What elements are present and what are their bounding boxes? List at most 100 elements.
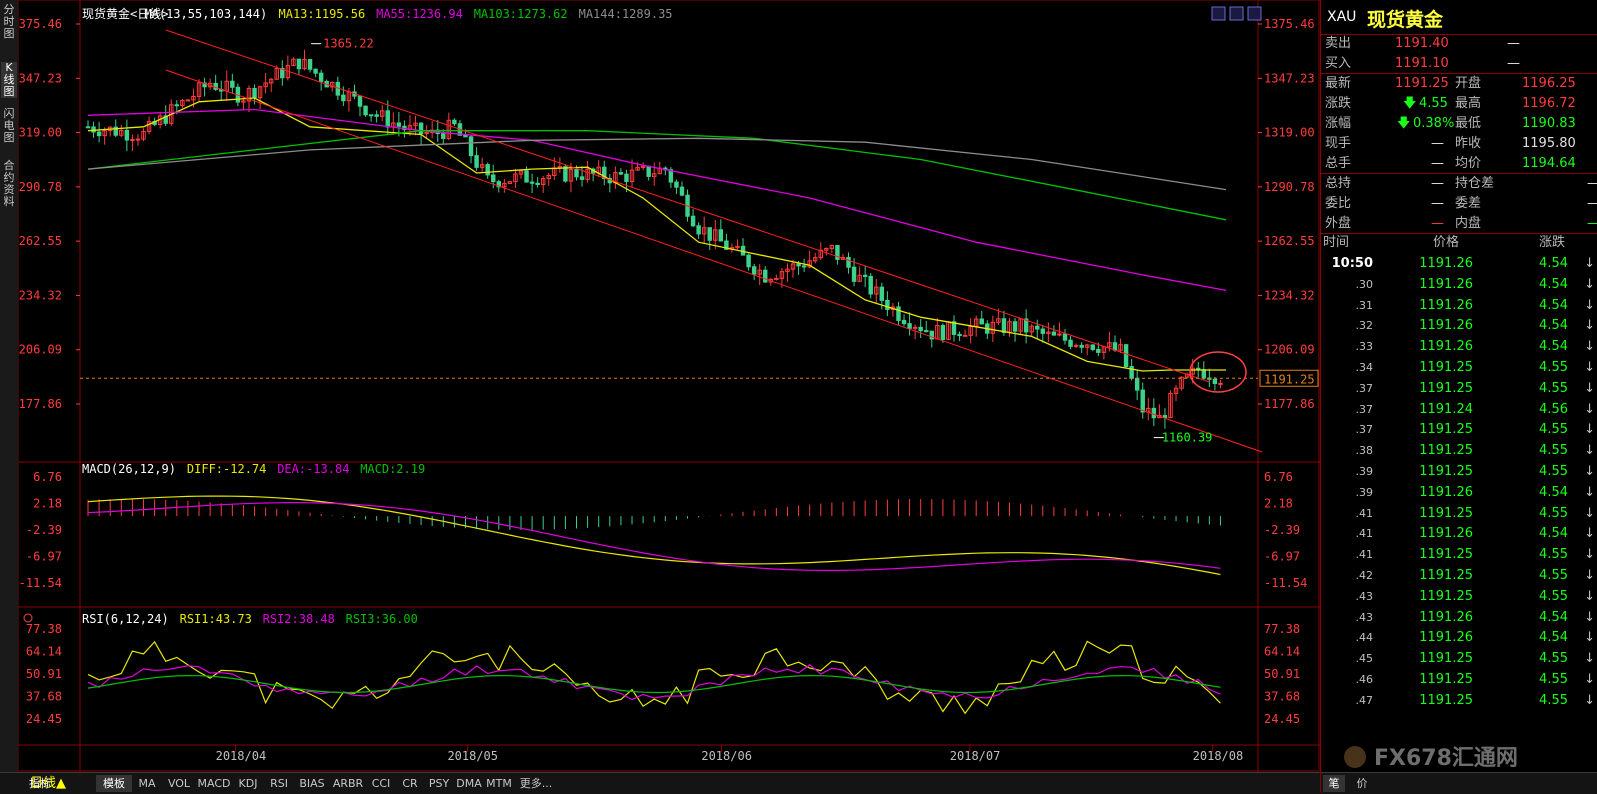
rsi-legend-text: RSI3:36.00 xyxy=(346,612,418,626)
candle-body xyxy=(851,266,857,282)
candle-body xyxy=(818,249,823,259)
tick-row: .43 1191.26 4.54 ↓ xyxy=(1321,608,1597,629)
position-change-value: — xyxy=(1587,174,1597,194)
candle-body xyxy=(763,269,768,283)
candle-body xyxy=(119,129,124,136)
time-label: 2018/06 xyxy=(701,749,752,763)
indicator-tab-7[interactable]: BIAS xyxy=(299,777,325,790)
rsi1-line xyxy=(87,640,1221,715)
candle-body xyxy=(124,129,130,141)
tick-row: .31 1191.26 4.54 ↓ xyxy=(1321,296,1597,317)
tick-time: .39 xyxy=(1355,485,1374,499)
indicator-tab-6[interactable]: RSI xyxy=(270,777,288,790)
indicator-tab-4[interactable]: MACD xyxy=(197,777,231,790)
candle-body xyxy=(1173,387,1179,394)
tick-down-arrow-icon: ↓ xyxy=(1584,651,1595,667)
tick-time: .34 xyxy=(1355,361,1374,374)
candle-body xyxy=(374,114,379,117)
total-row: 总手 — 均价 1194.64 xyxy=(1325,154,1595,174)
candle-body xyxy=(846,257,851,268)
indicator-tab-13[interactable]: MTM xyxy=(486,777,512,790)
candle-body xyxy=(635,166,640,171)
indicator-tab-3[interactable]: VOL xyxy=(167,777,191,790)
tick-row: .37 1191.24 4.56 ↓ xyxy=(1321,400,1597,421)
candle-body xyxy=(713,229,718,241)
candle-body xyxy=(91,126,96,133)
indicator-tab-9[interactable]: CCI xyxy=(371,777,391,790)
tick-price: 1191.26 xyxy=(1419,318,1473,334)
last-label: 最新 xyxy=(1325,76,1352,91)
tick-row: .33 1191.26 4.54 ↓ xyxy=(1321,337,1597,358)
period-selector[interactable]: 日线▲ xyxy=(30,776,66,791)
ma-line-ma103 xyxy=(87,130,1227,221)
last-price-label: 1191.25 xyxy=(1264,372,1315,386)
tab-by-trade[interactable]: 笔 xyxy=(1323,775,1345,792)
candle-body xyxy=(785,268,790,273)
candle-body xyxy=(363,105,368,116)
candle-body xyxy=(1134,377,1140,391)
channel-lower-line xyxy=(165,69,1263,453)
indicator-tab-10[interactable]: CR xyxy=(402,777,418,790)
hand-value: — xyxy=(1431,136,1444,151)
candle-body xyxy=(746,254,751,268)
tick-row: .42 1191.25 4.55 ↓ xyxy=(1321,566,1597,587)
candle-body xyxy=(230,80,235,88)
tick-change: 4.55 xyxy=(1539,505,1568,521)
indicator-tab-0[interactable]: 指标 xyxy=(29,777,51,790)
indicator-tab-2[interactable]: MA xyxy=(138,777,156,790)
kline-chart-area[interactable]: 1375.46 1375.46 1347.23 1347.23 1319.00 1319.… xyxy=(18,0,1320,772)
candle-body xyxy=(807,260,812,268)
legend-text: MA103:1273.62 xyxy=(474,7,568,21)
tab-contract-info[interactable]: 合约资料 xyxy=(3,159,15,208)
candle-body xyxy=(779,271,785,279)
candle-body xyxy=(840,257,846,260)
prev-close-label: 昨收 xyxy=(1455,136,1482,151)
price-tick-right: 1375.46 xyxy=(1264,17,1315,31)
tick-price: 1191.25 xyxy=(1419,422,1473,438)
macd-tick-left: 2.18 xyxy=(33,497,62,511)
change-row: 涨跌 🡇 4.55 最高 1196.72 xyxy=(1325,94,1595,114)
candle-body xyxy=(1035,325,1040,330)
divider xyxy=(1321,73,1597,74)
candle-body xyxy=(491,174,496,183)
candle-body xyxy=(102,130,107,137)
order-diff-value: — xyxy=(1587,194,1597,214)
tick-price: 1191.25 xyxy=(1419,360,1473,375)
tick-change: 4.55 xyxy=(1539,692,1568,708)
price-tick-left: 1375.46 xyxy=(18,17,62,31)
tick-down-arrow-icon: ↓ xyxy=(1584,568,1595,583)
candle-body xyxy=(257,86,263,99)
candle-body xyxy=(707,227,712,241)
candle-body xyxy=(418,122,424,135)
indicator-tab-8[interactable]: ARBR xyxy=(332,777,364,790)
candle-body xyxy=(1012,321,1018,332)
tab-by-price[interactable]: 价 xyxy=(1356,777,1368,790)
tick-change: 4.54 xyxy=(1539,276,1568,292)
tick-row: .37 1191.25 4.55 ↓ xyxy=(1321,379,1597,400)
indicator-tab-5[interactable]: KDJ xyxy=(238,777,258,790)
kline-chart-svg[interactable]: 1375.46 1375.46 1347.23 1347.23 1319.00 1319.… xyxy=(18,0,1320,772)
legend-text: MA(13,55,103,144) xyxy=(144,7,267,21)
indicator-tab-1[interactable]: 模板 xyxy=(96,775,132,792)
rsi-legend-text: RSI(6,12,24) xyxy=(82,612,169,626)
candle-body xyxy=(1179,376,1184,389)
indicator-tab-11[interactable]: PSY xyxy=(428,777,450,790)
candle-body xyxy=(185,99,191,102)
position-label: 总持 xyxy=(1325,176,1352,191)
tick-time: .43 xyxy=(1355,589,1374,603)
tick-change: 4.55 xyxy=(1539,443,1568,459)
candle-body xyxy=(113,126,118,136)
avg-label: 均价 xyxy=(1455,156,1482,171)
indicator-tab-12[interactable]: DMA xyxy=(456,777,482,790)
tick-change: 4.54 xyxy=(1539,484,1568,500)
indicator-tab-14[interactable]: 更多... xyxy=(519,777,553,790)
tab-kline[interactable]: K线图 xyxy=(1,62,17,98)
tab-flash[interactable]: 闪电图 xyxy=(3,107,15,144)
tick-change: 4.55 xyxy=(1539,672,1568,687)
time-label: 2018/05 xyxy=(447,749,498,763)
candle-body xyxy=(1118,344,1123,351)
macd-tick-right: -6.97 xyxy=(1264,550,1300,564)
tab-timeshare[interactable]: 分时图 xyxy=(3,3,15,40)
price-tick-left: 1319.00 xyxy=(18,126,62,140)
tick-price: 1191.26 xyxy=(1419,526,1473,542)
